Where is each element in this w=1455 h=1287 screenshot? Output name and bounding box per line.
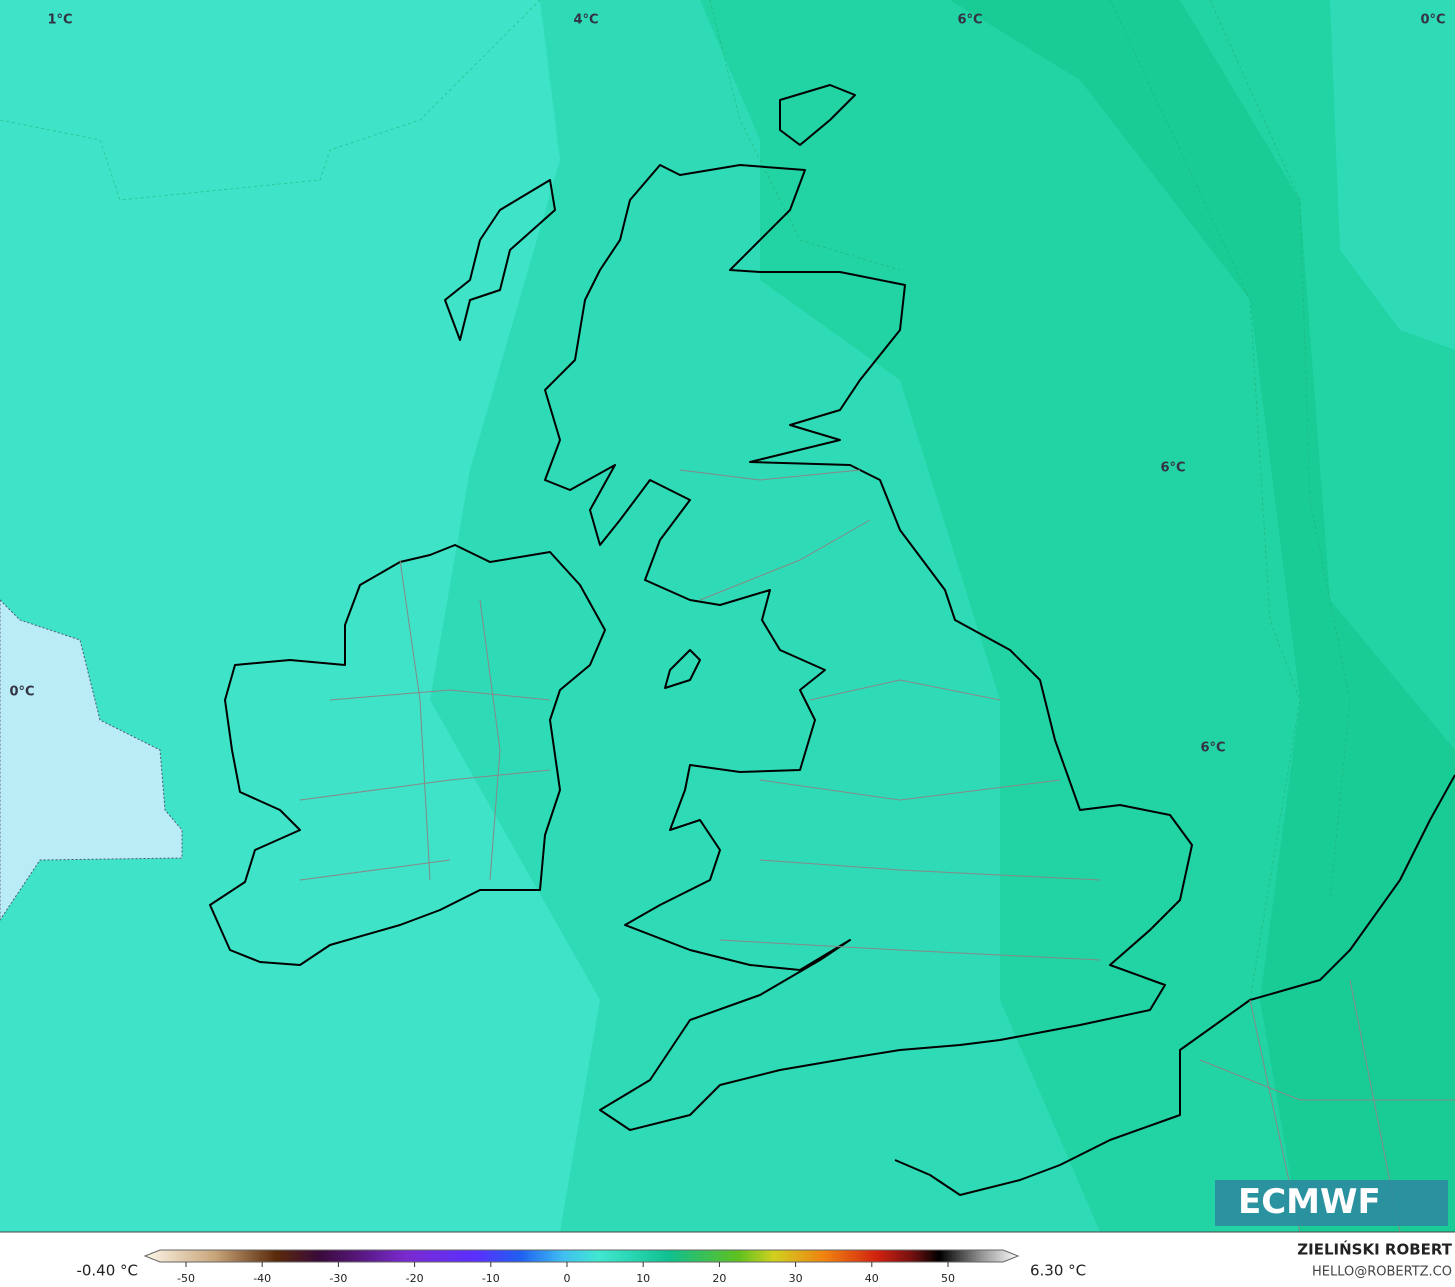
colorbar-tick-label: -30	[329, 1272, 347, 1285]
logo: ECMWF	[1215, 1180, 1448, 1226]
colorbar-max: 6.30 °C	[1030, 1262, 1086, 1280]
colorbar-tick-label: 20	[712, 1272, 726, 1285]
credit-author: ZIELIŃSKI ROBERT	[1297, 1240, 1452, 1259]
colorbar	[143, 1249, 1020, 1263]
logo-text: ECMWF	[1238, 1182, 1381, 1222]
zero-region	[0, 599, 183, 921]
credit-contact: HELLO@ROBERTZ.CO	[1312, 1265, 1452, 1280]
great-britain-coast	[544, 164, 1193, 1131]
contour-label: 6°C	[1200, 741, 1225, 756]
contour	[0, 0, 541, 201]
contour-label: 6°C	[957, 13, 982, 28]
borders	[299, 469, 1455, 1233]
map	[0, 0, 1455, 1233]
colorbar-min: -0.40 °C	[76, 1262, 138, 1280]
band-east	[1330, 0, 1455, 350]
colorbar-tick-label: -40	[253, 1272, 271, 1285]
colorbar-tick-label: 40	[865, 1272, 879, 1285]
band-6c	[950, 0, 1455, 1232]
hebrides-coast	[444, 179, 556, 341]
contour-label: 0°C	[9, 685, 34, 700]
continent-coast	[894, 774, 1455, 1196]
contour-label: 6°C	[1160, 461, 1185, 476]
colorbar-tick-label: -20	[406, 1272, 424, 1285]
contour	[709, 0, 901, 271]
logo-box	[1215, 1180, 1448, 1226]
colorbar-tick-label: 50	[941, 1272, 955, 1285]
colorbar-tick-label: -10	[482, 1272, 500, 1285]
colorbar-tick-label: 10	[636, 1272, 650, 1285]
contour-label: 1°C	[47, 13, 72, 28]
contour-label: 0°C	[1420, 13, 1445, 28]
contour-label: 4°C	[573, 13, 598, 28]
colorbar-tick-label: -50	[177, 1272, 195, 1285]
contour	[1209, 0, 1351, 901]
colorbar-tick-label: 30	[789, 1272, 803, 1285]
orkney-coast	[779, 84, 856, 146]
ireland-coast	[209, 544, 606, 966]
colorbar-ticks: -50 -40 -30 -20 -10 0 10 20 30 40 50	[177, 1262, 955, 1285]
colorbar-tick-label: 0	[564, 1272, 571, 1285]
isle-of-man-coast	[664, 649, 701, 689]
